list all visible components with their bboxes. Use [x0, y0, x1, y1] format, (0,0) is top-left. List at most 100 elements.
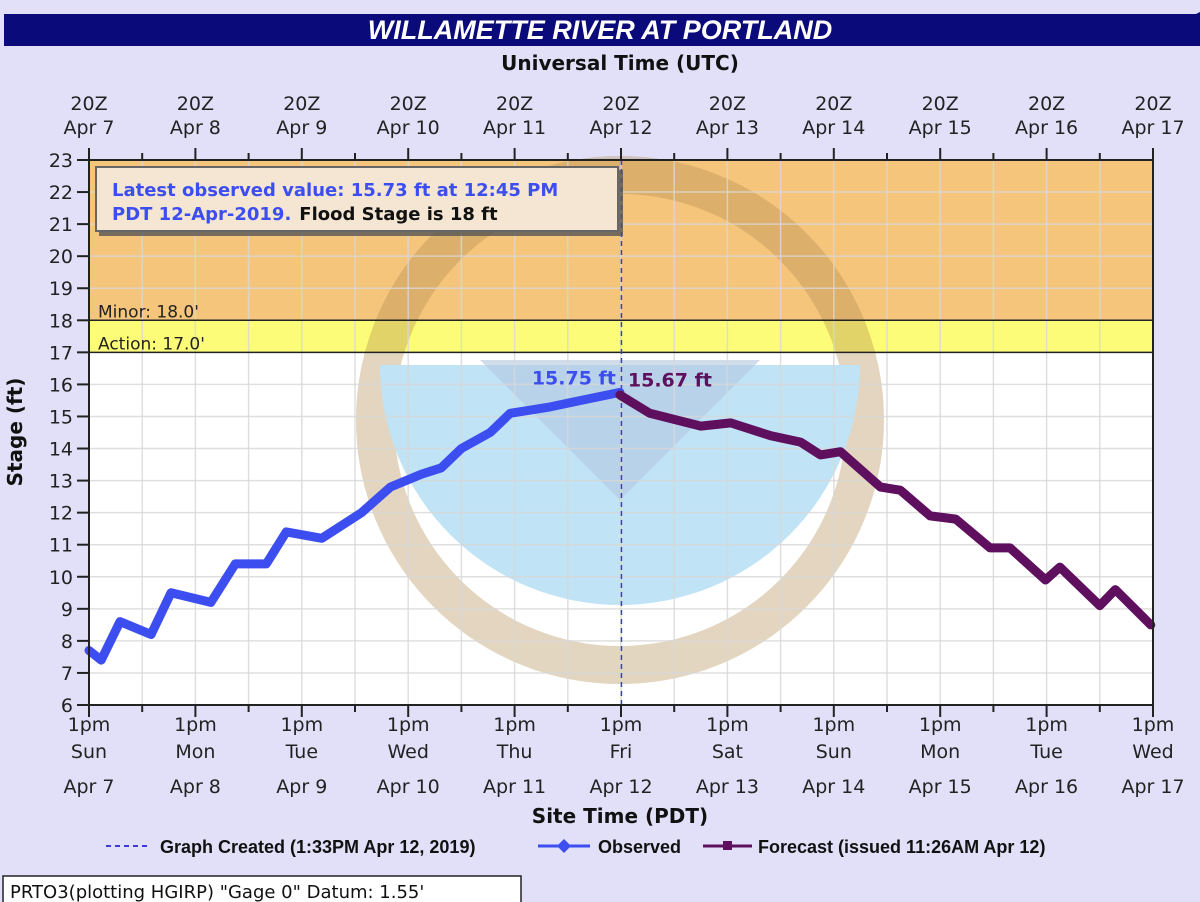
top-tick-time: 20Z — [496, 93, 533, 115]
latest-value-date: PDT 12-Apr-2019. — [112, 204, 291, 225]
top-tick-time: 20Z — [922, 93, 959, 115]
top-tick-time: 20Z — [602, 93, 639, 115]
bottom-tick-time: 1pm — [1025, 714, 1068, 736]
y-tick-label: 21 — [49, 214, 73, 236]
top-tick-time: 20Z — [1134, 93, 1171, 115]
latest-value-line1: Latest observed value: 15.73 ft at 12:45… — [112, 180, 558, 201]
y-tick-label: 12 — [49, 503, 73, 525]
forecast-legend-marker-icon — [723, 841, 732, 850]
top-tick-time: 20Z — [390, 93, 427, 115]
top-tick-date: Apr 10 — [377, 117, 440, 139]
bottom-tick-date: Apr 10 — [377, 776, 440, 798]
top-tick-date: Apr 12 — [589, 117, 652, 139]
top-tick-time: 20Z — [283, 93, 320, 115]
bottom-tick-day: Mon — [920, 741, 960, 763]
bottom-tick-date: Apr 12 — [589, 776, 652, 798]
observed-legend-marker-icon — [557, 839, 571, 853]
bottom-tick-time: 1pm — [280, 714, 323, 736]
grid: Minor: 18.0' Action: 17.0' — [89, 160, 1153, 705]
y-tick-label: 19 — [49, 278, 73, 300]
top-tick-date: Apr 11 — [483, 117, 546, 139]
bottom-tick-time: 1pm — [600, 714, 643, 736]
forecast-start-label: 15.67 ft — [628, 369, 712, 391]
bottom-tick-date: Apr 7 — [64, 776, 115, 798]
y-tick-label: 16 — [49, 374, 73, 396]
top-tick-time: 20Z — [1028, 93, 1065, 115]
bottom-tick-day: Tue — [1029, 741, 1062, 763]
top-tick-date: Apr 9 — [276, 117, 327, 139]
bottom-tick-day: Fri — [610, 741, 633, 763]
chart-title: WILLAMETTE RIVER AT PORTLAND — [368, 15, 832, 45]
top-tick-time: 20Z — [177, 93, 214, 115]
bottom-tick-date: Apr 15 — [909, 776, 972, 798]
observed-legend-label: Observed — [598, 837, 681, 857]
top-tick-date: Apr 7 — [64, 117, 115, 139]
latest-value-box: Latest observed value: 15.73 ft at 12:45… — [95, 166, 623, 236]
forecast-legend-label: Forecast (issued 11:26AM Apr 12) — [758, 837, 1045, 857]
bottom-tick-time: 1pm — [919, 714, 962, 736]
bottom-tick-day: Thu — [496, 741, 533, 763]
bottom-tick-date: Apr 14 — [802, 776, 865, 798]
bottom-tick-date: Apr 8 — [170, 776, 221, 798]
bottom-tick-date: Apr 16 — [1015, 776, 1078, 798]
top-tick-time: 20Z — [815, 93, 852, 115]
bottom-tick-day: Mon — [175, 741, 215, 763]
flood-stage-text: Flood Stage is 18 ft — [299, 204, 498, 225]
y-tick-label: 15 — [49, 406, 73, 428]
bottom-tick-time: 1pm — [812, 714, 855, 736]
bottom-tick-day: Wed — [1132, 741, 1173, 763]
y-tick-label: 18 — [49, 310, 73, 332]
top-tick-time: 20Z — [70, 93, 107, 115]
threshold-label: Action: 17.0' — [98, 334, 205, 354]
bottom-tick-day: Sun — [71, 741, 107, 763]
top-tick-time: 20Z — [709, 93, 746, 115]
bottom-tick-date: Apr 13 — [696, 776, 759, 798]
graph-created-legend-label: Graph Created (1:33PM Apr 12, 2019) — [160, 837, 475, 857]
bottom-tick-time: 1pm — [493, 714, 536, 736]
x-axis-title: Site Time (PDT) — [532, 804, 708, 828]
top-tick-date: Apr 14 — [802, 117, 865, 139]
legend: Graph Created (1:33PM Apr 12, 2019) Obse… — [106, 837, 1045, 857]
bottom-tick-time: 1pm — [387, 714, 430, 736]
y-tick-label: 20 — [49, 246, 73, 268]
bottom-tick-day: Tue — [285, 741, 318, 763]
y-tick-label: 7 — [61, 663, 73, 685]
svg-text:PDT 12-Apr-2019.Flood Stage is: PDT 12-Apr-2019. Flood Stage is 18 ft — [112, 204, 498, 225]
datum-note: PRTO3(plotting HGIRP) "Gage 0" Datum: 1.… — [2, 875, 522, 902]
bottom-tick-time: 1pm — [174, 714, 217, 736]
top-tick-date: Apr 13 — [696, 117, 759, 139]
y-tick-label: 9 — [61, 599, 73, 621]
top-tick-date: Apr 8 — [170, 117, 221, 139]
y-axis-title: Stage (ft) — [3, 378, 27, 487]
bottom-tick-time: 1pm — [706, 714, 749, 736]
bottom-tick-day: Sun — [816, 741, 852, 763]
y-tick-label: 13 — [49, 471, 73, 493]
top-tick-date: Apr 16 — [1015, 117, 1078, 139]
watermark-bird — [480, 360, 760, 500]
top-tick-date: Apr 17 — [1121, 117, 1184, 139]
y-tick-label: 6 — [61, 695, 73, 717]
top-tick-date: Apr 15 — [909, 117, 972, 139]
observed-end-label: 15.75 ft — [532, 367, 616, 389]
top-axis-title: Universal Time (UTC) — [501, 51, 739, 75]
y-tick-label: 17 — [49, 342, 73, 364]
y-tick-label: 14 — [49, 439, 73, 461]
y-tick-label: 22 — [49, 182, 73, 204]
bottom-tick-day: Wed — [387, 741, 428, 763]
bottom-tick-date: Apr 17 — [1121, 776, 1184, 798]
threshold-label: Minor: 18.0' — [98, 302, 199, 322]
datum-note-text: PRTO3(plotting HGIRP) "Gage 0" Datum: 1.… — [10, 882, 424, 902]
y-tick-label: 10 — [49, 567, 73, 589]
bottom-tick-time: 1pm — [1132, 714, 1175, 736]
y-tick-label: 23 — [49, 150, 73, 172]
series-layer: 15.75 ft 15.67 ft — [84, 367, 1156, 665]
bottom-tick-date: Apr 9 — [276, 776, 327, 798]
y-tick-label: 11 — [49, 535, 73, 557]
bottom-tick-date: Apr 11 — [483, 776, 546, 798]
bottom-tick-day: Sat — [712, 741, 743, 763]
title-bar: WILLAMETTE RIVER AT PORTLAND — [4, 12, 1200, 46]
bottom-tick-time: 1pm — [68, 714, 111, 736]
y-tick-label: 8 — [61, 631, 73, 653]
